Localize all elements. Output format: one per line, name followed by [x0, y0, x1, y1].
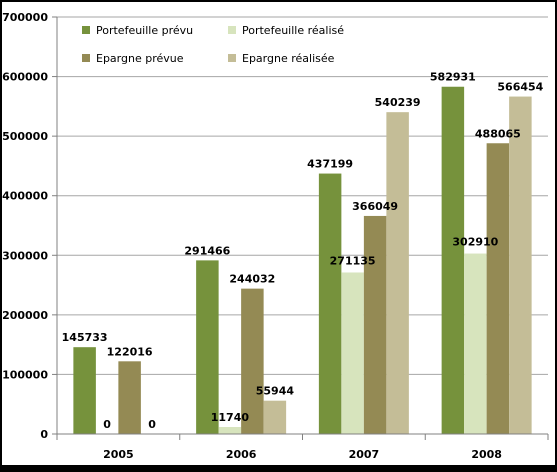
legend-label: Epargne réalisée [242, 52, 335, 65]
bar [486, 143, 510, 435]
axes [56, 17, 549, 440]
bar [341, 272, 364, 434]
legend-swatch [228, 26, 236, 34]
y-tick-label: 100000 [2, 368, 48, 381]
data-label: 0 [103, 418, 111, 431]
bar [218, 427, 242, 434]
legend-label: Portefeuille réalisé [242, 24, 344, 37]
legend-swatch [82, 26, 90, 34]
bar [196, 260, 219, 434]
bar [464, 253, 487, 434]
data-label: 11740 [211, 411, 250, 424]
bar [241, 288, 264, 434]
data-label: 488065 [475, 127, 521, 140]
y-tick-label: 0 [40, 428, 48, 441]
bar [509, 96, 532, 434]
y-axis-tick-labels: 0 100000 200000 300000 400000 500000 600000 700… [2, 11, 48, 441]
x-tick-label: 2005 [103, 448, 134, 461]
y-tick-label: 600000 [2, 71, 48, 84]
bars [73, 86, 532, 435]
bar [263, 400, 287, 434]
data-label: 540239 [375, 96, 421, 109]
y-tick-label: 500000 [2, 130, 48, 143]
x-tick-label: 2006 [226, 448, 257, 461]
legend-swatch [82, 54, 90, 62]
y-tick-label: 400000 [2, 190, 48, 203]
data-label: 566454 [497, 81, 543, 94]
bar [363, 215, 387, 434]
bar [118, 361, 141, 434]
x-axis-tick-labels: 2005 2006 2007 2008 [103, 448, 502, 461]
data-label: 122016 [107, 345, 153, 358]
y-tick-label: 700000 [2, 11, 48, 24]
bar [386, 112, 409, 435]
legend: Portefeuille prévu Portefeuille réalisé Ep… [82, 24, 344, 65]
x-tick-label: 2007 [349, 448, 380, 461]
y-tick-label: 200000 [2, 309, 48, 322]
data-label: 302910 [452, 236, 498, 249]
legend-label: Portefeuille prévu [96, 24, 193, 37]
data-label: 145733 [62, 331, 108, 344]
bar [318, 173, 342, 434]
data-label: 366049 [352, 200, 398, 213]
data-label: 437199 [307, 158, 353, 171]
data-label: 55944 [256, 385, 295, 398]
data-labels: 145733 0 122016 0 291466 11740 244032 55944 4371… [62, 71, 544, 431]
data-label: 0 [148, 418, 156, 431]
legend-label: Epargne prévue [96, 52, 184, 65]
y-tick-label: 300000 [2, 249, 48, 262]
legend-swatch [228, 54, 236, 62]
data-label: 271135 [330, 254, 376, 267]
data-label: 582931 [430, 71, 476, 84]
x-tick-label: 2008 [471, 448, 502, 461]
data-label: 291466 [184, 244, 230, 257]
bar [441, 86, 465, 434]
data-label: 244032 [229, 273, 275, 286]
bar [73, 347, 96, 434]
